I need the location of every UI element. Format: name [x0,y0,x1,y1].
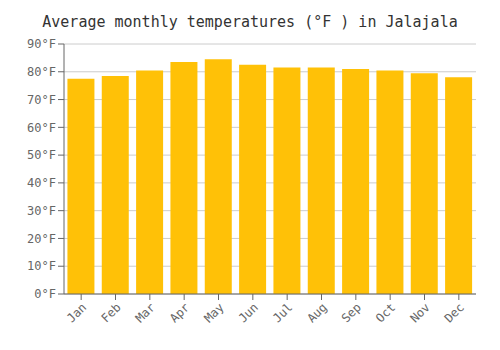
svg-text:30°F: 30°F [27,204,56,218]
svg-text:0°F: 0°F [34,287,56,301]
svg-text:Apr: Apr [167,300,192,325]
svg-text:70°F: 70°F [27,93,56,107]
svg-text:Oct: Oct [373,300,398,325]
svg-text:80°F: 80°F [27,65,56,79]
svg-text:60°F: 60°F [27,121,56,135]
svg-text:50°F: 50°F [27,148,56,162]
svg-text:20°F: 20°F [27,232,56,246]
svg-text:Feb: Feb [98,300,123,325]
svg-text:Jul: Jul [270,300,295,325]
svg-text:Nov: Nov [407,300,432,325]
svg-text:Mar: Mar [133,300,158,325]
html-text:Average monthly temperatures (: Average monthly temperatures (°F ) in Ja… [42,13,458,31]
svg-text:May: May [201,300,226,325]
svg-text:10°F: 10°F [27,259,56,273]
svg-text:Aug: Aug [304,300,329,325]
svg-text:Dec: Dec [442,300,467,325]
svg-text:Sep: Sep [339,300,364,325]
svg-text:40°F: 40°F [27,176,56,190]
svg-text:90°F: 90°F [27,37,56,51]
svg-text:Jun: Jun [236,300,261,325]
svg-text:Jan: Jan [64,300,89,325]
